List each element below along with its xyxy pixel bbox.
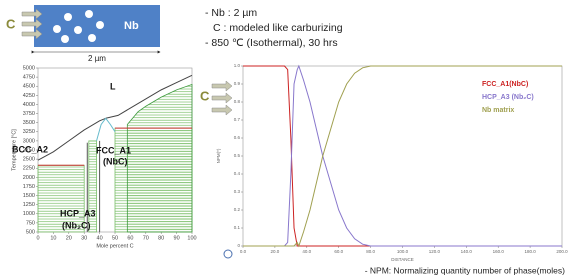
y-tick-label: 1000 <box>23 211 35 217</box>
annotation: BCC_A2 <box>12 144 48 154</box>
series-line <box>37 117 106 161</box>
x-tick-label: 80 <box>158 235 164 241</box>
plot-frame <box>242 65 563 247</box>
legend-entry: Nb matrix <box>482 107 514 114</box>
block-label: Nb <box>124 20 139 32</box>
y-tick-label: 0.9 <box>234 81 241 86</box>
svg-text:C: C <box>200 88 210 103</box>
x-axis-label: Mole percent C <box>96 243 133 249</box>
y-axis-label: Temperature [°C] <box>11 129 17 171</box>
y-tick-label: 0.3 <box>234 189 241 194</box>
x-tick-label: 20.0 <box>271 249 280 254</box>
y-tick-label: 1.0 <box>234 63 241 68</box>
y-tick-label: 2500 <box>23 157 35 163</box>
y-tick-label: 750 <box>26 220 35 226</box>
y-axis-label: NPM(*) <box>216 148 221 163</box>
y-tick-label: 5000 <box>23 65 35 71</box>
y-tick-label: 2750 <box>23 147 35 153</box>
y-tick-label: 4250 <box>23 93 35 99</box>
annotation: L <box>110 81 116 91</box>
x-tick-label: 200.0 <box>556 249 568 254</box>
x-tick-label: 10 <box>50 235 56 241</box>
y-tick-label: 0.5 <box>234 153 241 158</box>
x-tick-label: 60.0 <box>334 249 343 254</box>
note: - Nb : 2 µm <box>205 7 257 19</box>
x-tick-label: 140.0 <box>461 249 473 254</box>
x-tick-label: 70 <box>143 235 149 241</box>
annotation: HCP_A3 <box>60 208 96 218</box>
annotation: (NbC) <box>103 156 128 166</box>
y-tick-label: 0.1 <box>234 225 241 230</box>
note: - 850 ℃ (Isothermal), 30 hrs <box>205 37 338 49</box>
y-tick-label: 4750 <box>23 75 35 81</box>
annotation: FCC_A1 <box>96 145 131 155</box>
width-label: 2 µm <box>88 54 106 63</box>
schematic: Nb C 2 µm - Nb : 2 µm C : modeled like c… <box>6 5 343 63</box>
y-tick-label: 1750 <box>23 184 35 190</box>
y-tick-label: 3000 <box>23 138 35 144</box>
series-line <box>105 74 193 119</box>
y-tick-label: 2250 <box>23 166 35 172</box>
c-label: C <box>6 16 16 31</box>
y-tick-label: 4500 <box>23 84 35 90</box>
phase-region <box>126 83 193 233</box>
x-tick-label: 180.0 <box>524 249 536 254</box>
y-tick-label: 0.7 <box>234 117 241 122</box>
x-tick-label: 80.0 <box>366 249 375 254</box>
y-tick-label: 1250 <box>23 202 35 208</box>
x-tick-label: 30 <box>81 235 87 241</box>
y-tick-label: 0.6 <box>234 135 241 140</box>
series-line <box>96 117 116 142</box>
y-tick-label: 3750 <box>23 111 35 117</box>
x-axis-label: DISTANCE <box>391 257 413 262</box>
legend-entry: HCP_A3 (Nb₂C) <box>482 94 534 101</box>
series-line <box>243 64 562 247</box>
carburizing-arrows: C <box>200 80 233 259</box>
x-tick-label: 120.0 <box>429 249 441 254</box>
x-tick-label: 0.0 <box>240 249 247 254</box>
y-tick-label: 3250 <box>23 129 35 135</box>
y-tick-label: 1500 <box>23 193 35 199</box>
carbon-dots <box>53 10 104 43</box>
y-tick-label: 3500 <box>23 120 35 126</box>
annotation: (Nb₂C) <box>62 220 91 230</box>
x-tick-label: 40 <box>97 235 103 241</box>
y-tick-label: 2000 <box>23 175 35 181</box>
legend-entry: FCC_A1(NbC) <box>482 81 528 88</box>
y-tick-label: 0.8 <box>234 99 241 104</box>
note: C : modeled like carburizing <box>213 22 343 34</box>
y-tick-label: 500 <box>26 229 35 235</box>
phase-region <box>88 140 97 233</box>
y-tick-label: 0 <box>237 243 240 248</box>
footnote: - NPM: Normalizing quantity number of ph… <box>365 265 565 275</box>
x-tick-label: 160.0 <box>493 249 505 254</box>
x-tick-label: 20 <box>66 235 72 241</box>
y-tick-label: 0.2 <box>234 207 241 212</box>
x-tick-label: 40.0 <box>302 249 311 254</box>
x-tick-label: 90 <box>174 235 180 241</box>
x-tick-label: 100 <box>187 235 196 241</box>
y-tick-label: 0.4 <box>234 171 241 176</box>
x-tick-label: 60 <box>127 235 133 241</box>
x-tick-label: 0 <box>36 235 39 241</box>
x-tick-label: 50 <box>112 235 118 241</box>
x-tick-label: 100.0 <box>397 249 409 254</box>
series-line <box>243 65 562 248</box>
y-tick-label: 4000 <box>23 102 35 108</box>
arrows <box>21 8 43 40</box>
